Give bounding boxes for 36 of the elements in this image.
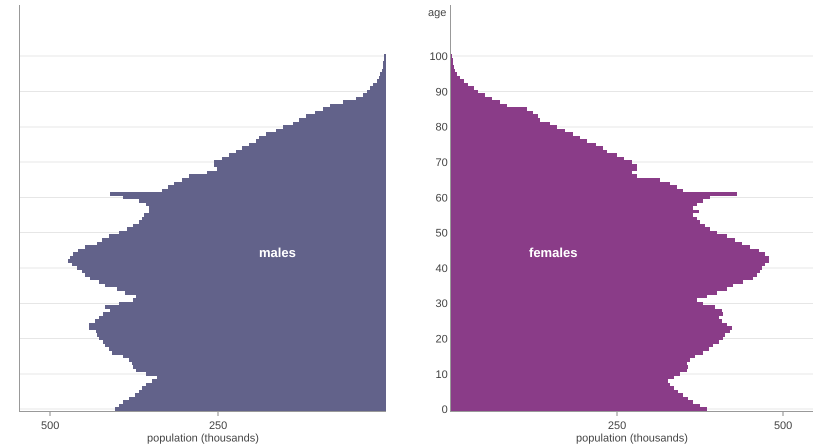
bar [377, 79, 386, 83]
x-tick-label: 250 [208, 420, 228, 432]
y-tick-label: 20 [436, 333, 448, 346]
x-axis-title: population (thousands) [576, 432, 688, 444]
y-tick-label: 100 [429, 51, 448, 64]
y-tick-label: 10 [436, 368, 448, 381]
bar [451, 79, 464, 83]
bar [451, 407, 707, 411]
bar [383, 61, 386, 65]
y-tick-label: 60 [436, 192, 448, 204]
bar [370, 86, 386, 90]
series-label: males [259, 245, 296, 260]
bar [451, 86, 474, 90]
bar [380, 72, 386, 76]
bar [451, 69, 455, 72]
bar [451, 65, 454, 69]
bar [115, 407, 386, 411]
bar [451, 76, 460, 79]
x-tick-label: 250 [608, 420, 626, 432]
y-tick-label: 90 [436, 86, 448, 98]
y-tick-label: 50 [436, 228, 448, 240]
bar [451, 72, 457, 76]
y-axis-title: age [428, 7, 446, 19]
y-tick-label: 30 [436, 298, 448, 310]
bar [373, 83, 386, 86]
x-tick-label: 500 [41, 420, 60, 432]
series-label: females [529, 245, 578, 260]
bar [383, 65, 386, 69]
bar [382, 69, 386, 72]
x-axis-title: population (thousands) [147, 432, 259, 444]
bar [379, 76, 386, 79]
y-tick-label: 40 [436, 262, 448, 275]
y-tick-label: 80 [436, 122, 448, 134]
y-tick-label: 70 [436, 156, 448, 169]
y-tick-label: 0 [442, 404, 448, 416]
x-tick-label: 500 [774, 420, 792, 432]
